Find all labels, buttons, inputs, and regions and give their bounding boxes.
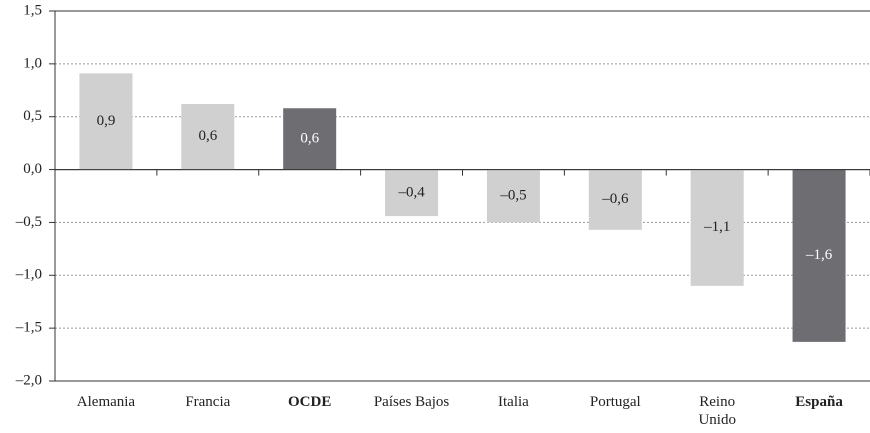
x-tick-label: Alemania: [76, 394, 136, 410]
value-label: 0,6: [300, 130, 319, 146]
y-tick-label: 1,5: [23, 2, 42, 18]
value-label: 0,9: [97, 113, 116, 129]
y-tick-label: 1,0: [23, 55, 42, 71]
value-label: –0,6: [601, 191, 629, 207]
bar: [385, 169, 439, 217]
bar: [79, 73, 133, 170]
x-tick-label: Reino Unido: [698, 394, 736, 428]
bar: [181, 104, 235, 170]
x-tick-label: OCDE: [288, 394, 332, 410]
bar: [690, 169, 744, 286]
value-label: 0,6: [198, 128, 217, 144]
bar: [283, 108, 337, 170]
x-tick-label: España: [795, 394, 843, 410]
value-label: –0,5: [499, 187, 526, 203]
value-label: –1,1: [703, 219, 730, 235]
x-tick-label: Francia: [185, 394, 231, 410]
y-tick-label: –1,5: [15, 320, 42, 336]
x-tick-label: Países Bajos: [373, 394, 450, 410]
y-tick-label: 0,0: [23, 161, 42, 177]
bar: [792, 169, 846, 342]
x-tick-label: Portugal: [589, 394, 641, 410]
bar: [486, 169, 540, 223]
y-tick-label: –1,0: [15, 267, 42, 283]
bar: [588, 169, 642, 230]
value-label: –0,4: [397, 184, 425, 200]
y-tick-label: 0,5: [23, 108, 42, 124]
y-tick-label: –2,0: [15, 372, 42, 388]
x-tick-label: Italia: [498, 394, 529, 410]
y-tick-label: –0,5: [15, 214, 42, 230]
value-label: –1,6: [805, 247, 833, 263]
